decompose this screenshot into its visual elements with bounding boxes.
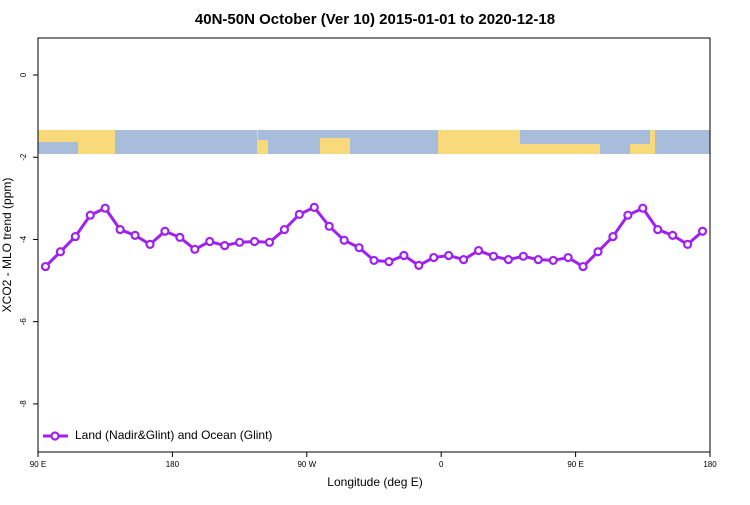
data-point [623, 210, 633, 220]
data-point [503, 254, 513, 265]
x-axis-label: Longitude (deg E) [327, 475, 422, 489]
data-point [369, 255, 379, 266]
data-point [429, 252, 439, 263]
data-point [384, 257, 394, 267]
data-point [40, 261, 51, 272]
x-tick-label: 90 W [297, 460, 316, 469]
data-point [294, 209, 304, 219]
data-point [309, 202, 319, 212]
plot-frame [37, 37, 711, 453]
data-point [399, 250, 409, 261]
data-point [55, 247, 66, 257]
legend-marker [50, 431, 60, 441]
data-point [638, 203, 648, 213]
chart-title: 40N-50N October (Ver 10) 2015-01-01 to 2… [195, 11, 555, 28]
data-point [115, 224, 125, 235]
y-tick-label: -4 [19, 235, 28, 243]
data-point [668, 230, 678, 240]
data-point [682, 239, 693, 249]
data-point [205, 236, 215, 247]
data-point [533, 254, 543, 265]
data-point [249, 236, 260, 247]
data-point [85, 210, 95, 220]
data-point [593, 247, 603, 257]
legend-label: Land (Nadir&Glint) and Ocean (Glint) [75, 428, 272, 442]
data-point [563, 252, 573, 263]
data-point [548, 255, 558, 266]
data-point [697, 226, 708, 236]
data-point [279, 224, 289, 235]
x-tick-label: 180 [703, 460, 717, 469]
data-point [444, 250, 454, 261]
data-point [220, 241, 230, 251]
x-tick-label: 90 E [30, 460, 46, 469]
data-point [414, 260, 424, 270]
data-point [473, 245, 484, 256]
x-tick-label: 90 E [567, 460, 583, 469]
data-point [130, 230, 140, 240]
y-tick-label: 0 [19, 72, 28, 77]
data-point [459, 254, 469, 265]
data-point [578, 261, 588, 272]
data-point [354, 243, 364, 253]
data-point [608, 231, 618, 242]
data-point [235, 237, 245, 247]
y-tick-label: -8 [19, 400, 28, 408]
data-point [190, 244, 200, 254]
x-tick-label: 180 [166, 460, 180, 469]
data-point [70, 231, 80, 242]
data-point [145, 239, 155, 249]
y-tick-label: -6 [19, 318, 28, 326]
data-point [324, 221, 334, 231]
data-point [488, 251, 499, 261]
data-point [653, 224, 663, 235]
data-point [175, 232, 185, 242]
y-tick-label: -2 [19, 153, 28, 161]
data-point [518, 251, 528, 261]
y-axis-label: XCO2 - MLO trend (ppm) [0, 178, 14, 313]
map-strip [38, 130, 710, 154]
x-tick-label: 0 [439, 460, 444, 469]
data-point [160, 226, 170, 236]
data-point [264, 237, 275, 247]
data-point [100, 203, 110, 213]
data-point [339, 235, 349, 245]
